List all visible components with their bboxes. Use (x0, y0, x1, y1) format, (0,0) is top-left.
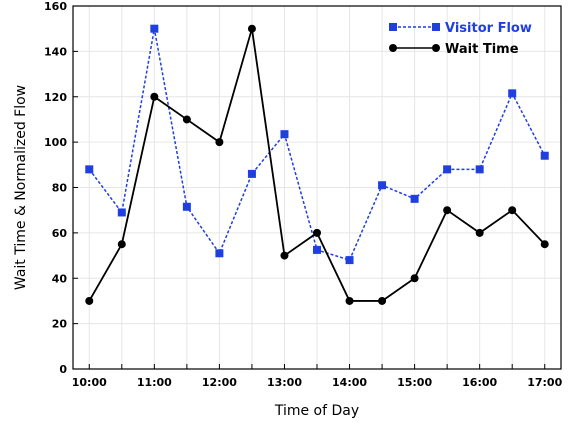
y-tick-label: 20 (52, 318, 68, 331)
data-point (475, 165, 484, 174)
legend-item: Wait Time (389, 42, 519, 57)
data-point (150, 92, 159, 101)
data-point (280, 130, 289, 139)
data-point (85, 296, 94, 305)
x-axis: 10:00 11:00 12:00 13:00 14:00 15:00 16:00 17:00 (72, 364, 563, 389)
data-point (313, 228, 321, 237)
legend-item: Visitor Flow (389, 21, 532, 36)
legend: Visitor Flow Wait Time (389, 21, 532, 57)
data-point (117, 240, 126, 249)
data-point (378, 296, 387, 305)
data-point (508, 206, 517, 215)
data-point (345, 256, 354, 265)
legend-marker (432, 44, 440, 52)
y-tick-label: 120 (44, 91, 67, 104)
legend-label: Visitor Flow (445, 21, 532, 36)
data-point (182, 202, 191, 211)
x-tick-label: 14:00 (332, 376, 367, 389)
data-point (117, 208, 126, 217)
y-axis-title: Wait Time & Normalized Flow (13, 85, 29, 290)
data-point (508, 89, 517, 98)
x-tick-label: 12:00 (202, 376, 237, 389)
y-tick-label: 160 (44, 0, 67, 13)
y-tick-label: 80 (52, 182, 68, 195)
data-point (280, 251, 289, 260)
data-point (443, 206, 452, 215)
data-point (410, 274, 419, 283)
x-tick-label: 13:00 (267, 376, 302, 389)
series-visitor-flow (85, 24, 549, 265)
data-point (475, 228, 484, 237)
legend-marker (389, 23, 397, 31)
legend-marker (432, 23, 440, 31)
data-point (182, 115, 191, 124)
data-point (215, 249, 224, 258)
y-tick-label: 140 (44, 45, 67, 58)
data-point (540, 240, 549, 249)
data-point (540, 151, 549, 160)
x-tick-label: 11:00 (137, 376, 172, 389)
series-wait-time (85, 24, 549, 305)
data-point (378, 181, 387, 190)
data-point (247, 24, 256, 33)
data-point (150, 24, 159, 33)
x-axis-title: Time of Day (274, 403, 359, 419)
legend-marker (389, 44, 397, 52)
data-point (410, 194, 419, 203)
x-tick-label: 10:00 (72, 376, 107, 389)
y-tick-label: 100 (44, 136, 67, 149)
data-point (85, 165, 94, 174)
x-tick-label: 15:00 (397, 376, 432, 389)
series-layer (85, 24, 549, 305)
data-point (443, 165, 452, 174)
y-axis: 0 20 40 60 80 100 120 140 160 (44, 0, 78, 376)
data-point (247, 169, 256, 178)
data-point (313, 245, 321, 254)
y-tick-label: 0 (59, 363, 67, 376)
grid-lines (73, 5, 561, 370)
legend-label: Wait Time (445, 42, 519, 57)
x-tick-label: 17:00 (527, 376, 562, 389)
data-point (345, 296, 354, 305)
data-point (215, 138, 224, 147)
y-tick-label: 60 (52, 227, 68, 240)
y-tick-label: 40 (52, 272, 68, 285)
x-tick-label: 16:00 (462, 376, 497, 389)
